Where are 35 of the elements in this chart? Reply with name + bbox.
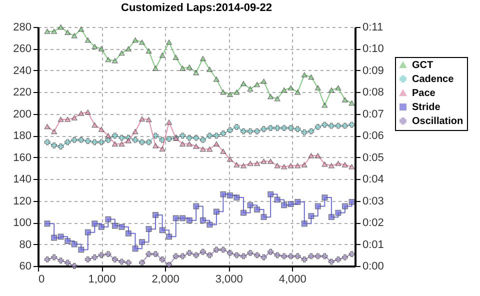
- legend-label: GCT: [412, 60, 434, 71]
- y-tick-label: 120: [13, 195, 32, 208]
- y2-tick-label: 0:11: [362, 22, 384, 34]
- y-tick-label: 180: [13, 130, 32, 142]
- y-tick-label: 240: [13, 64, 32, 77]
- legend-label: Oscillation: [412, 116, 464, 127]
- y-tick-label: 60: [19, 260, 32, 272]
- y-tick-label: 220: [13, 86, 32, 99]
- y2-tick-label: 0:08: [362, 86, 384, 99]
- y-tick-label: 140: [13, 174, 32, 186]
- y2-tick-label: 0:10: [362, 43, 384, 56]
- x-tick-label: 1,000: [88, 274, 116, 286]
- y-tick-label: 160: [13, 152, 32, 164]
- y2-tick-label: 0:09: [362, 64, 384, 77]
- legend-label: Pace: [412, 88, 436, 99]
- y2-tick-label: 0:00: [362, 260, 384, 272]
- y2-tick-label: 0:05: [362, 152, 384, 164]
- legend-label: Cadence: [412, 74, 454, 85]
- chart-title: Customized Laps:2014-09-22: [121, 2, 272, 14]
- x-tick-label: 4,000: [278, 274, 306, 286]
- x-tick-label: 2,000: [152, 274, 180, 286]
- y2-tick-label: 0:01: [362, 238, 384, 251]
- y-tick-label: 260: [13, 43, 32, 56]
- y2-tick-label: 0:04: [362, 174, 384, 186]
- y-tick-label: 100: [13, 217, 32, 230]
- y2-tick-label: 0:02: [362, 217, 384, 230]
- y2-tick-label: 0:06: [362, 130, 384, 142]
- y2-tick-label: 0:03: [362, 195, 384, 208]
- x-tick-label: 3,000: [215, 274, 243, 286]
- y-tick-label: 80: [19, 238, 32, 251]
- x-tick-label: 0: [38, 274, 45, 286]
- y-tick-label: 280: [13, 22, 32, 34]
- y2-tick-label: 0:07: [362, 108, 384, 120]
- y-tick-label: 200: [13, 108, 32, 120]
- legend-label: Stride: [412, 102, 441, 113]
